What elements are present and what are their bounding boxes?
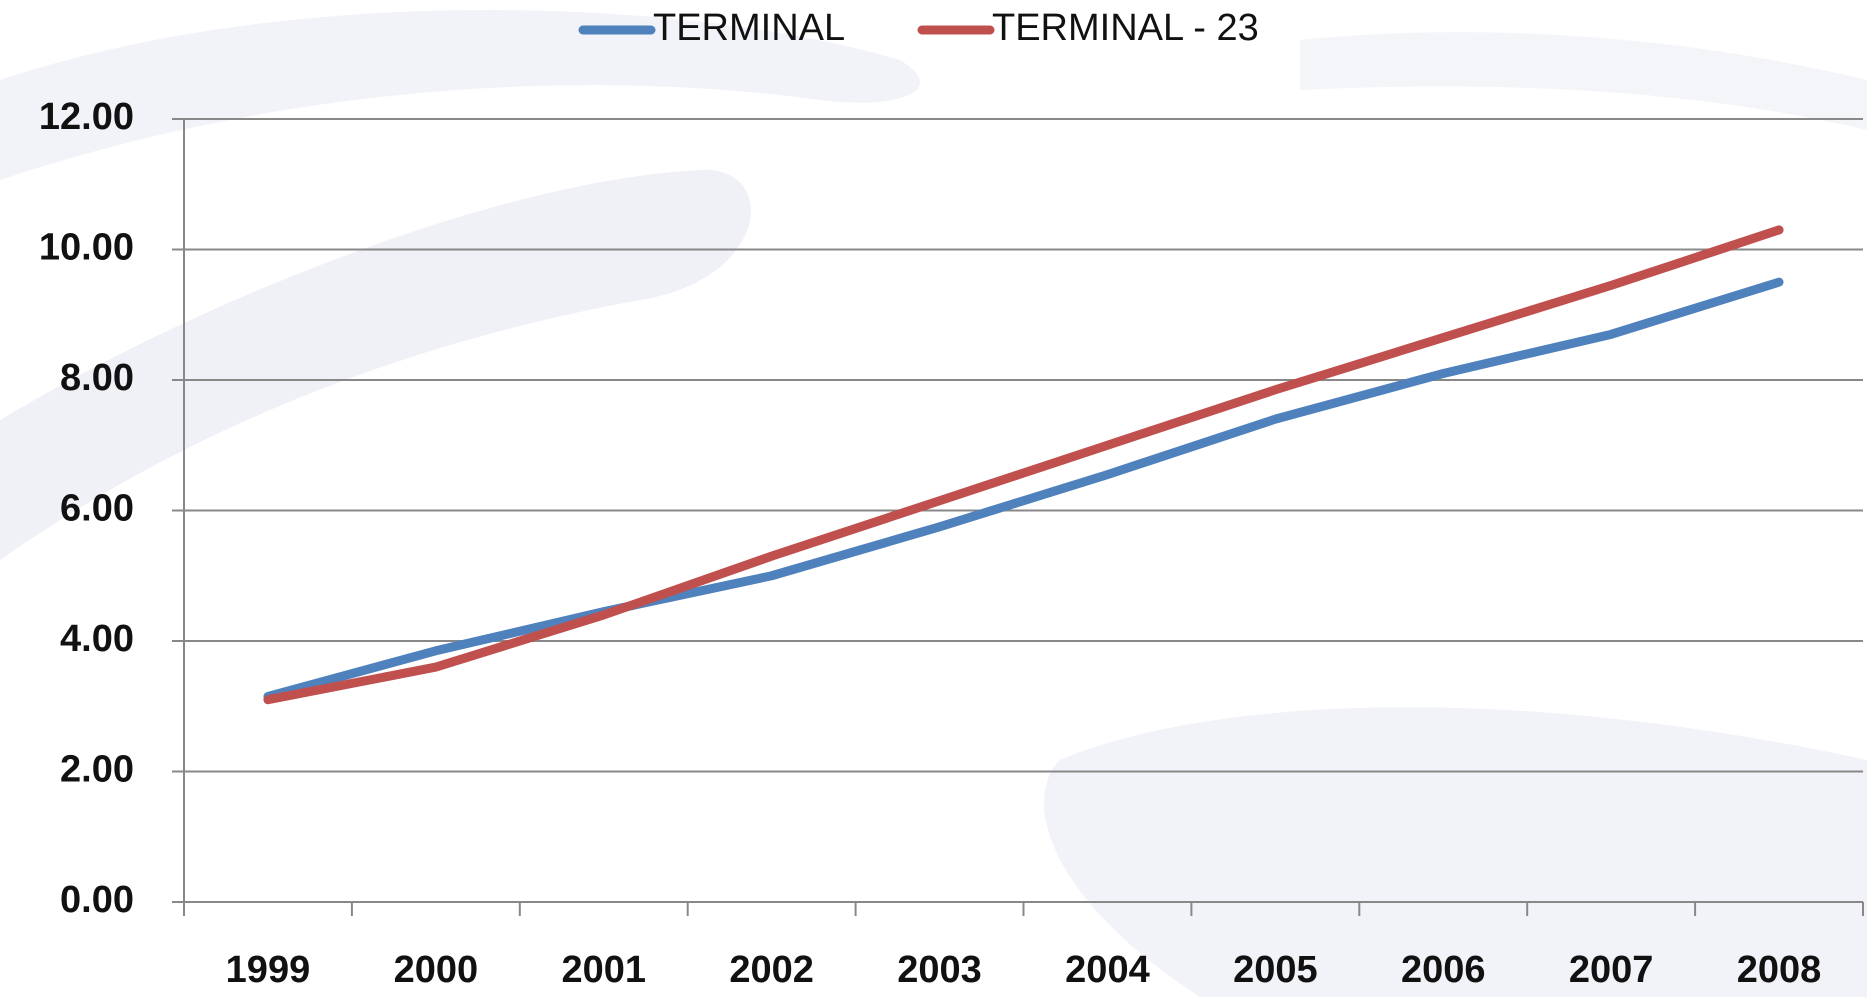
x-tick-label: 2006 [1401,949,1486,991]
x-tick-label: 2002 [729,949,814,991]
x-tick-label: 2008 [1737,949,1822,991]
series-line [263,277,1784,701]
y-tick-label: 6.00 [60,488,134,530]
legend-label: TERMINAL - 23 [992,7,1259,49]
legend-label: TERMINAL [653,7,845,49]
y-tick-label: 10.00 [39,227,134,269]
x-tick-label: 2007 [1569,949,1654,991]
x-tick-label: 2000 [394,949,479,991]
background-swirls [0,10,1867,997]
x-tick-label: 2001 [561,949,646,991]
x-tick-label: 2003 [897,949,982,991]
x-tick-label: 1999 [226,949,311,991]
y-tick-label: 2.00 [60,749,134,791]
legend: TERMINAL TERMINAL - 23 [578,7,1259,49]
y-tick-label: 12.00 [39,96,134,138]
y-tick-label: 4.00 [60,618,134,660]
y-tick-label: 0.00 [60,879,134,921]
x-tick-label: 2004 [1065,949,1150,991]
series-line [263,225,1784,705]
x-tick-label: 2005 [1233,949,1318,991]
y-tick-label: 8.00 [60,357,134,399]
